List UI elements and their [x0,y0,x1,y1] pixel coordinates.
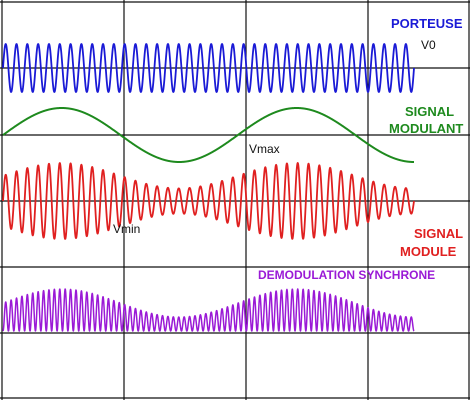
trace-modulating [2,107,415,163]
label-signal-modulant-line2: MODULANT [389,121,463,136]
trace-carrier [2,43,415,93]
label-vmin: Vmin [113,222,140,236]
label-signal-module-line1: SIGNAL [414,226,463,241]
label-signal-modulant-line1: SIGNAL [405,104,454,119]
label-porteuse: PORTEUSE [391,16,463,31]
label-vmax: Vmax [249,142,280,156]
label-demodulation-synchrone: DEMODULATION SYNCHRONE [258,268,435,282]
label-signal-module-line2: MODULE [400,244,457,259]
trace-demodulated [2,288,415,332]
label-v0: V0 [421,38,436,52]
traces [2,43,415,332]
trace-am [2,162,415,240]
